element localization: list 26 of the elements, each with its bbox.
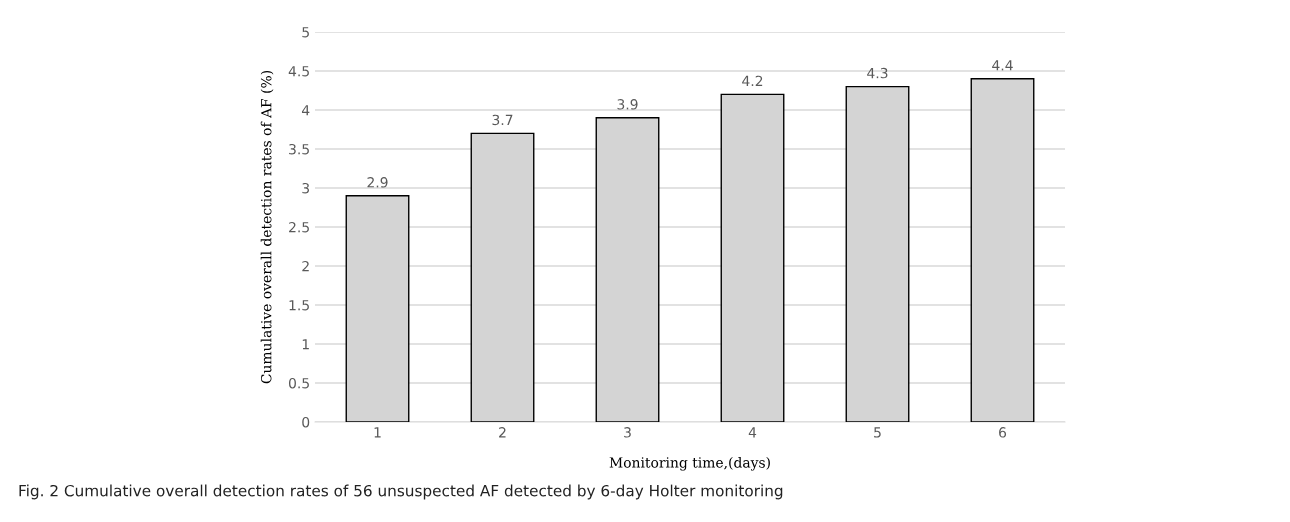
- x-tick-label: 5: [874, 427, 881, 438]
- data-label: 4.4: [992, 60, 1013, 71]
- data-label: 3.9: [617, 99, 638, 110]
- data-label: 3.7: [492, 114, 513, 126]
- x-tick-label: 1: [374, 427, 381, 438]
- data-label: 4.2: [742, 75, 763, 86]
- y-tick-label: 2: [302, 260, 309, 272]
- y-tick-label: 5: [302, 27, 309, 38]
- y-tick-label: 4: [301, 105, 310, 116]
- x-tick-label: 4: [748, 427, 757, 438]
- y-tick-label: 3: [302, 182, 310, 194]
- x-tick-label: 2: [499, 427, 506, 438]
- y-tick-label: 0.5: [288, 377, 309, 389]
- x-tick-label: 6: [999, 427, 1007, 438]
- y-tick-label: 2.5: [289, 221, 309, 233]
- x-axis-title: Monitoring time,(days): [609, 456, 770, 471]
- data-label: 4.3: [867, 67, 888, 79]
- y-tick-label: 1: [302, 339, 309, 350]
- y-tick-label: 0: [302, 416, 310, 428]
- x-tick-label: 3: [624, 427, 631, 438]
- y-tick-label: 4.5: [288, 66, 309, 77]
- y-axis-title: Cumulative overall detection rates of AF (%): [260, 70, 274, 384]
- y-tick-label: 1.5: [289, 300, 309, 311]
- data-label: 2.9: [367, 177, 388, 188]
- caption: Fig. 2 Cumulative overall detection rates of 56 unsuspected AF detected by 6-day Holter monitoring: [19, 484, 783, 500]
- y-tick-label: 3.5: [289, 143, 309, 155]
